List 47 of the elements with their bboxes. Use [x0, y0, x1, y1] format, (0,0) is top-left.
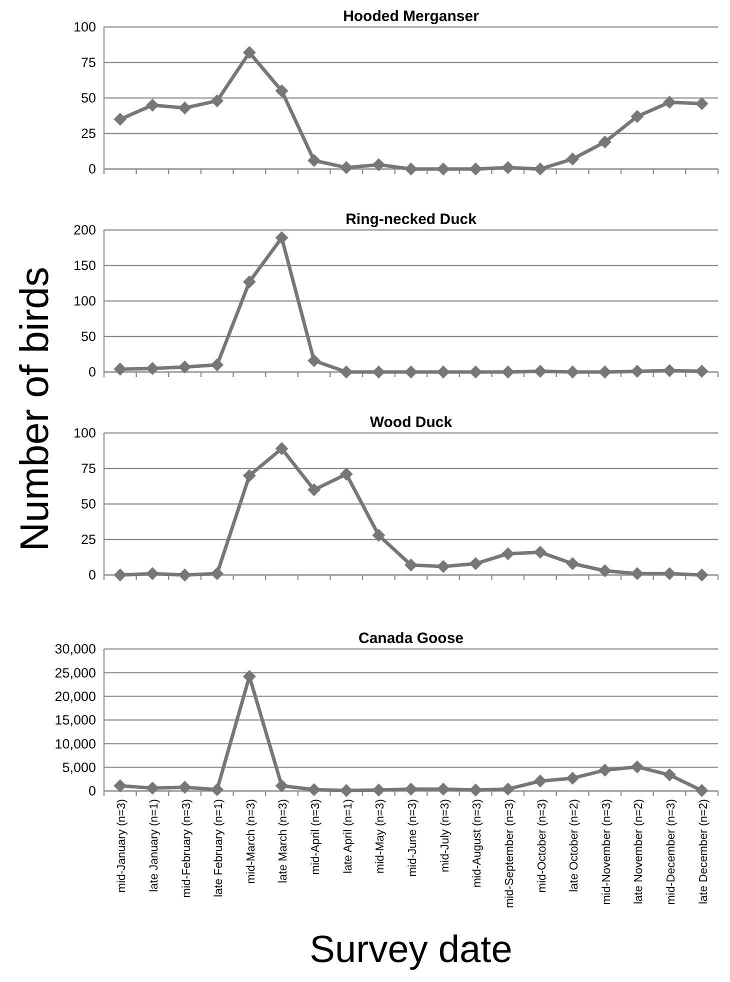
x-axis-title: Survey date: [310, 929, 512, 971]
x-tick-label: late February (n=1): [213, 798, 226, 898]
x-tick-label: late November (n=2): [633, 798, 646, 904]
x-tick-label: mid-August (n=3): [472, 798, 484, 888]
x-tick-label: mid-April (n=3): [310, 798, 322, 875]
y-tick-label: 100: [73, 20, 96, 35]
y-tick-label: 25: [80, 532, 96, 548]
y-tick-label: 30,000: [54, 642, 96, 657]
y-tick-label: 75: [80, 55, 96, 70]
x-tick-label: mid-December (n=3): [666, 798, 678, 905]
y-tick-label: 20,000: [54, 689, 96, 704]
y-tick-label: 25: [80, 126, 96, 142]
x-tick-label: late December (n=2): [698, 798, 710, 904]
y-tick-label: 100: [73, 294, 96, 309]
x-tick-label: mid-July (n=3): [439, 798, 452, 872]
chart-title: Canada Goose: [358, 630, 464, 647]
x-tick-label: mid-September (n=3): [504, 798, 516, 908]
x-tick-label: late October (n=2): [568, 798, 581, 892]
y-tick-label: 0: [88, 162, 96, 177]
y-tick-label: 0: [88, 784, 96, 799]
y-tick-label: 100: [73, 426, 96, 441]
x-tick-label: mid-November (n=3): [600, 798, 613, 905]
chart-title: Hooded Merganser: [343, 8, 480, 25]
chart-title: Ring-necked Duck: [346, 211, 478, 228]
y-tick-label: 15,000: [54, 712, 96, 728]
x-tick-label: late January (n=1): [148, 798, 160, 892]
y-tick-label: 25,000: [54, 665, 96, 680]
y-tick-label: 10,000: [54, 736, 96, 752]
y-tick-label: 50: [80, 90, 96, 106]
x-tick-label: mid-January (n=3): [116, 798, 128, 893]
chart-title: Wood Duck: [370, 414, 453, 431]
y-tick-label: 5,000: [62, 760, 96, 776]
y-tick-label: 0: [88, 364, 96, 380]
y-tick-label: 50: [80, 329, 96, 344]
x-tick-label: late March (n=3): [278, 798, 290, 884]
y-tick-label: 150: [73, 258, 96, 274]
x-tick-label: mid-October (n=3): [536, 798, 548, 893]
y-tick-label: 0: [88, 568, 96, 583]
x-tick-label: mid-February (n=3): [180, 798, 193, 898]
y-axis-title: Number of birds: [13, 266, 57, 552]
x-tick-label: mid-March (n=3): [245, 798, 258, 884]
y-tick-label: 75: [80, 461, 96, 476]
y-tick-label: 50: [80, 496, 96, 512]
x-tick-label: mid-June (n=3): [407, 798, 419, 877]
x-tick-label: mid-May (n=3): [374, 798, 387, 874]
x-tick-label: late April (n=1): [342, 798, 354, 874]
y-tick-label: 200: [73, 222, 96, 238]
